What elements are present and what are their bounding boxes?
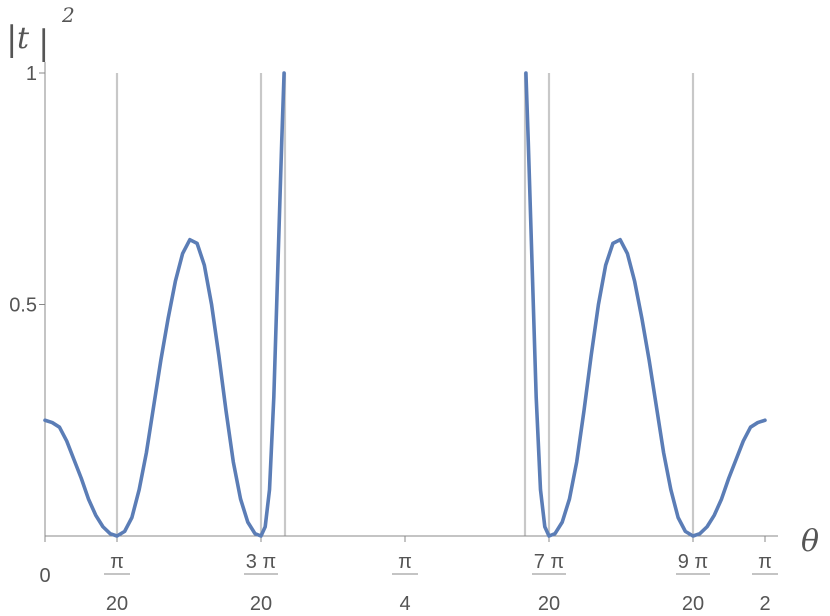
x-tick-label: 0	[39, 565, 50, 587]
x-axis-label: θ	[801, 524, 819, 559]
x-tick-numerator: π	[398, 551, 412, 573]
x-tick-4: 7 π 20	[532, 536, 566, 615]
x-tick-numerator: 3 π	[246, 551, 276, 573]
x-tick-6: π2	[752, 536, 778, 615]
y-axis-label-abs-open: |	[6, 19, 17, 59]
x-tick-denominator: 2	[759, 593, 770, 615]
x-tick-denominator: 20	[250, 593, 272, 615]
x-tick-denominator: 4	[399, 593, 410, 615]
y-tick-label: 1	[26, 63, 37, 85]
series-curve-1	[524, 71, 767, 538]
x-tick-denominator: 20	[106, 593, 128, 615]
y-ticks: 0.51	[9, 63, 45, 317]
x-tick-5: 9 π 20	[676, 536, 710, 615]
y-tick-0: 0.5	[9, 295, 45, 317]
x-tick-1: π 20	[104, 536, 130, 615]
x-tick-numerator: π	[110, 551, 124, 573]
series-curve-0	[43, 71, 286, 538]
y-tick-1: 1	[26, 63, 45, 85]
y-axis-label-abs-close: |	[38, 23, 49, 63]
axes	[44, 62, 778, 537]
series-curves	[43, 71, 767, 538]
x-tick-denominator: 20	[538, 593, 560, 615]
x-tick-numerator: 9 π	[678, 551, 708, 573]
y-tick-label: 0.5	[9, 295, 37, 317]
x-tick-numerator: π	[758, 551, 772, 573]
y-axis-label: | t | 2	[6, 3, 75, 63]
x-tick-0: 0	[39, 536, 51, 587]
y-axis-label-exponent: 2	[61, 3, 75, 27]
reference-lines	[115, 73, 695, 536]
x-tick-2: 3 π 20	[244, 536, 278, 615]
x-tick-numerator: 7 π	[534, 551, 564, 573]
x-tick-3: π4	[392, 536, 418, 615]
x-tick-denominator: 20	[682, 593, 704, 615]
y-axis-label-var: t	[17, 21, 30, 56]
